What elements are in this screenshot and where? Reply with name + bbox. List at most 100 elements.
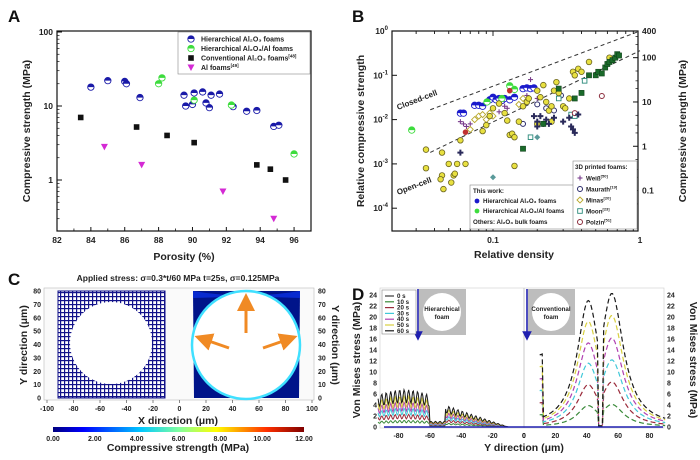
y-tick-label-right: 2	[667, 414, 671, 421]
data-point	[496, 109, 502, 115]
y-tick-label: 10-2	[373, 115, 388, 125]
panel-c-ylabel-left: Y direction (μm)	[18, 305, 30, 385]
data-point	[543, 116, 550, 123]
x-tick-label: -60	[95, 406, 105, 413]
data-point	[462, 129, 469, 135]
data-point	[560, 118, 567, 125]
panel-c: C Applied stress: σ=0.3*t/60 MPa t=25s, …	[8, 270, 341, 454]
svg-text:3D printed foams:: 3D printed foams:	[575, 164, 628, 171]
panel-a-ylabel: Compressive strength (MPa)	[21, 60, 33, 202]
data-point	[528, 77, 534, 83]
x-tick-label: 80	[646, 433, 654, 440]
data-point	[534, 87, 541, 94]
data-point	[182, 102, 190, 110]
legend-marker	[187, 64, 195, 71]
others-legend: Others: Al₂O₃ bulk foams	[473, 219, 548, 226]
y2-tick-label: 100	[642, 53, 656, 63]
panel-d-legend: 0 s10 s20 s30 s40 s50 s60 s	[381, 289, 417, 335]
legend-label: 30 s	[397, 310, 410, 317]
y-tick-label-right: 50	[318, 329, 326, 336]
svg-text:This work:: This work:	[473, 188, 504, 195]
legend-label: 50 s	[397, 322, 410, 329]
colorbar-tick-label: 8.00	[214, 436, 228, 443]
x-tick-label: -40	[121, 406, 131, 413]
data-point	[408, 126, 416, 134]
y-tick-label-right: 70	[318, 302, 326, 309]
svg-text:Hierarchical Al₂O₃ foams: Hierarchical Al₂O₃ foams	[483, 198, 557, 205]
data-point	[104, 77, 112, 85]
y-tick-label-left: 70	[33, 302, 41, 309]
legend-label: Moon[23]	[586, 207, 610, 216]
data-point	[555, 95, 562, 102]
conventional-curve	[539, 381, 666, 427]
colorbar-tick-label: 10.00	[253, 436, 271, 443]
x-tick-label: -40	[456, 433, 466, 440]
y-tick-label-left: 40	[33, 342, 41, 349]
data-point	[438, 149, 446, 156]
y-tick-label-right: 4	[667, 403, 671, 410]
y-tick-label-left: 14	[369, 348, 377, 355]
data-point	[290, 150, 298, 158]
hierarchical-curve	[377, 387, 509, 428]
legend-label: 0 s	[397, 293, 406, 300]
conventional-curve	[539, 359, 666, 427]
data-point	[122, 80, 131, 88]
data-point	[461, 121, 467, 127]
legend-marker	[577, 208, 583, 214]
y-tick-label-right: 20	[667, 315, 675, 322]
data-point	[243, 107, 251, 115]
data-point	[506, 87, 513, 94]
data-point	[515, 118, 523, 125]
legend-marker	[576, 196, 584, 204]
data-point	[575, 111, 582, 118]
y-tick-label-right: 10	[318, 382, 326, 389]
y-tick-label: 10	[44, 101, 54, 111]
open-cell-label: Open-cell	[395, 175, 432, 196]
data-point	[422, 164, 430, 172]
x-tick-label: 88	[154, 235, 164, 245]
x-tick-label: -80	[68, 406, 78, 413]
y-tick-label-left: 18	[369, 326, 377, 333]
data-point	[437, 176, 444, 183]
panel-d-ylabel: Von Mises stress (MPa)	[351, 302, 363, 419]
y-tick-label-right: 14	[667, 348, 675, 355]
data-point	[519, 94, 527, 103]
legend-label: Minas[20]	[586, 196, 611, 205]
y-tick-label-right: 8	[667, 381, 671, 388]
data-point	[553, 78, 560, 86]
svg-text:foam: foam	[544, 314, 559, 321]
data-point	[100, 143, 108, 151]
closed-cell-label: Closed-cell	[395, 88, 438, 112]
y-tick-label-left: 0	[37, 396, 41, 403]
y-tick-label: 100	[375, 26, 388, 36]
data-point	[215, 90, 224, 98]
panel-b-legend-printed: 3D printed foams: Weiß[50] Maurath[19] Min…	[572, 160, 638, 230]
x-tick-label: 0	[522, 433, 526, 440]
data-point	[495, 100, 503, 107]
data-point	[459, 109, 468, 117]
data-point	[510, 93, 519, 101]
data-point	[457, 137, 464, 144]
data-point	[87, 83, 95, 91]
data-point	[470, 115, 479, 124]
colorbar-tick-label: 4.00	[130, 436, 144, 443]
y2-tick-label: 10	[642, 97, 652, 107]
data-point	[483, 121, 490, 129]
data-point	[520, 145, 526, 152]
panel-a-legend: Hierarchical Al₂O₃ foams Hierarchical Al₂…	[177, 31, 311, 75]
data-point	[282, 177, 289, 183]
data-point	[164, 132, 170, 139]
conventional-curve	[539, 315, 666, 427]
data-point	[501, 109, 508, 117]
data-point	[190, 96, 198, 104]
x-tick-label: 86	[120, 235, 130, 245]
x-tick-label: -100	[40, 406, 54, 413]
y-tick-label: 1	[48, 175, 53, 185]
colorbar-tick-label: 0.00	[46, 436, 60, 443]
legend-label: Weiß[50]	[586, 174, 608, 183]
legend-label: Hierarchical Al₂O₃ foams	[201, 37, 284, 44]
data-point	[270, 215, 278, 223]
panel-b-ylabel: Relative compressive strength	[355, 55, 367, 207]
legend-marker	[577, 219, 583, 225]
